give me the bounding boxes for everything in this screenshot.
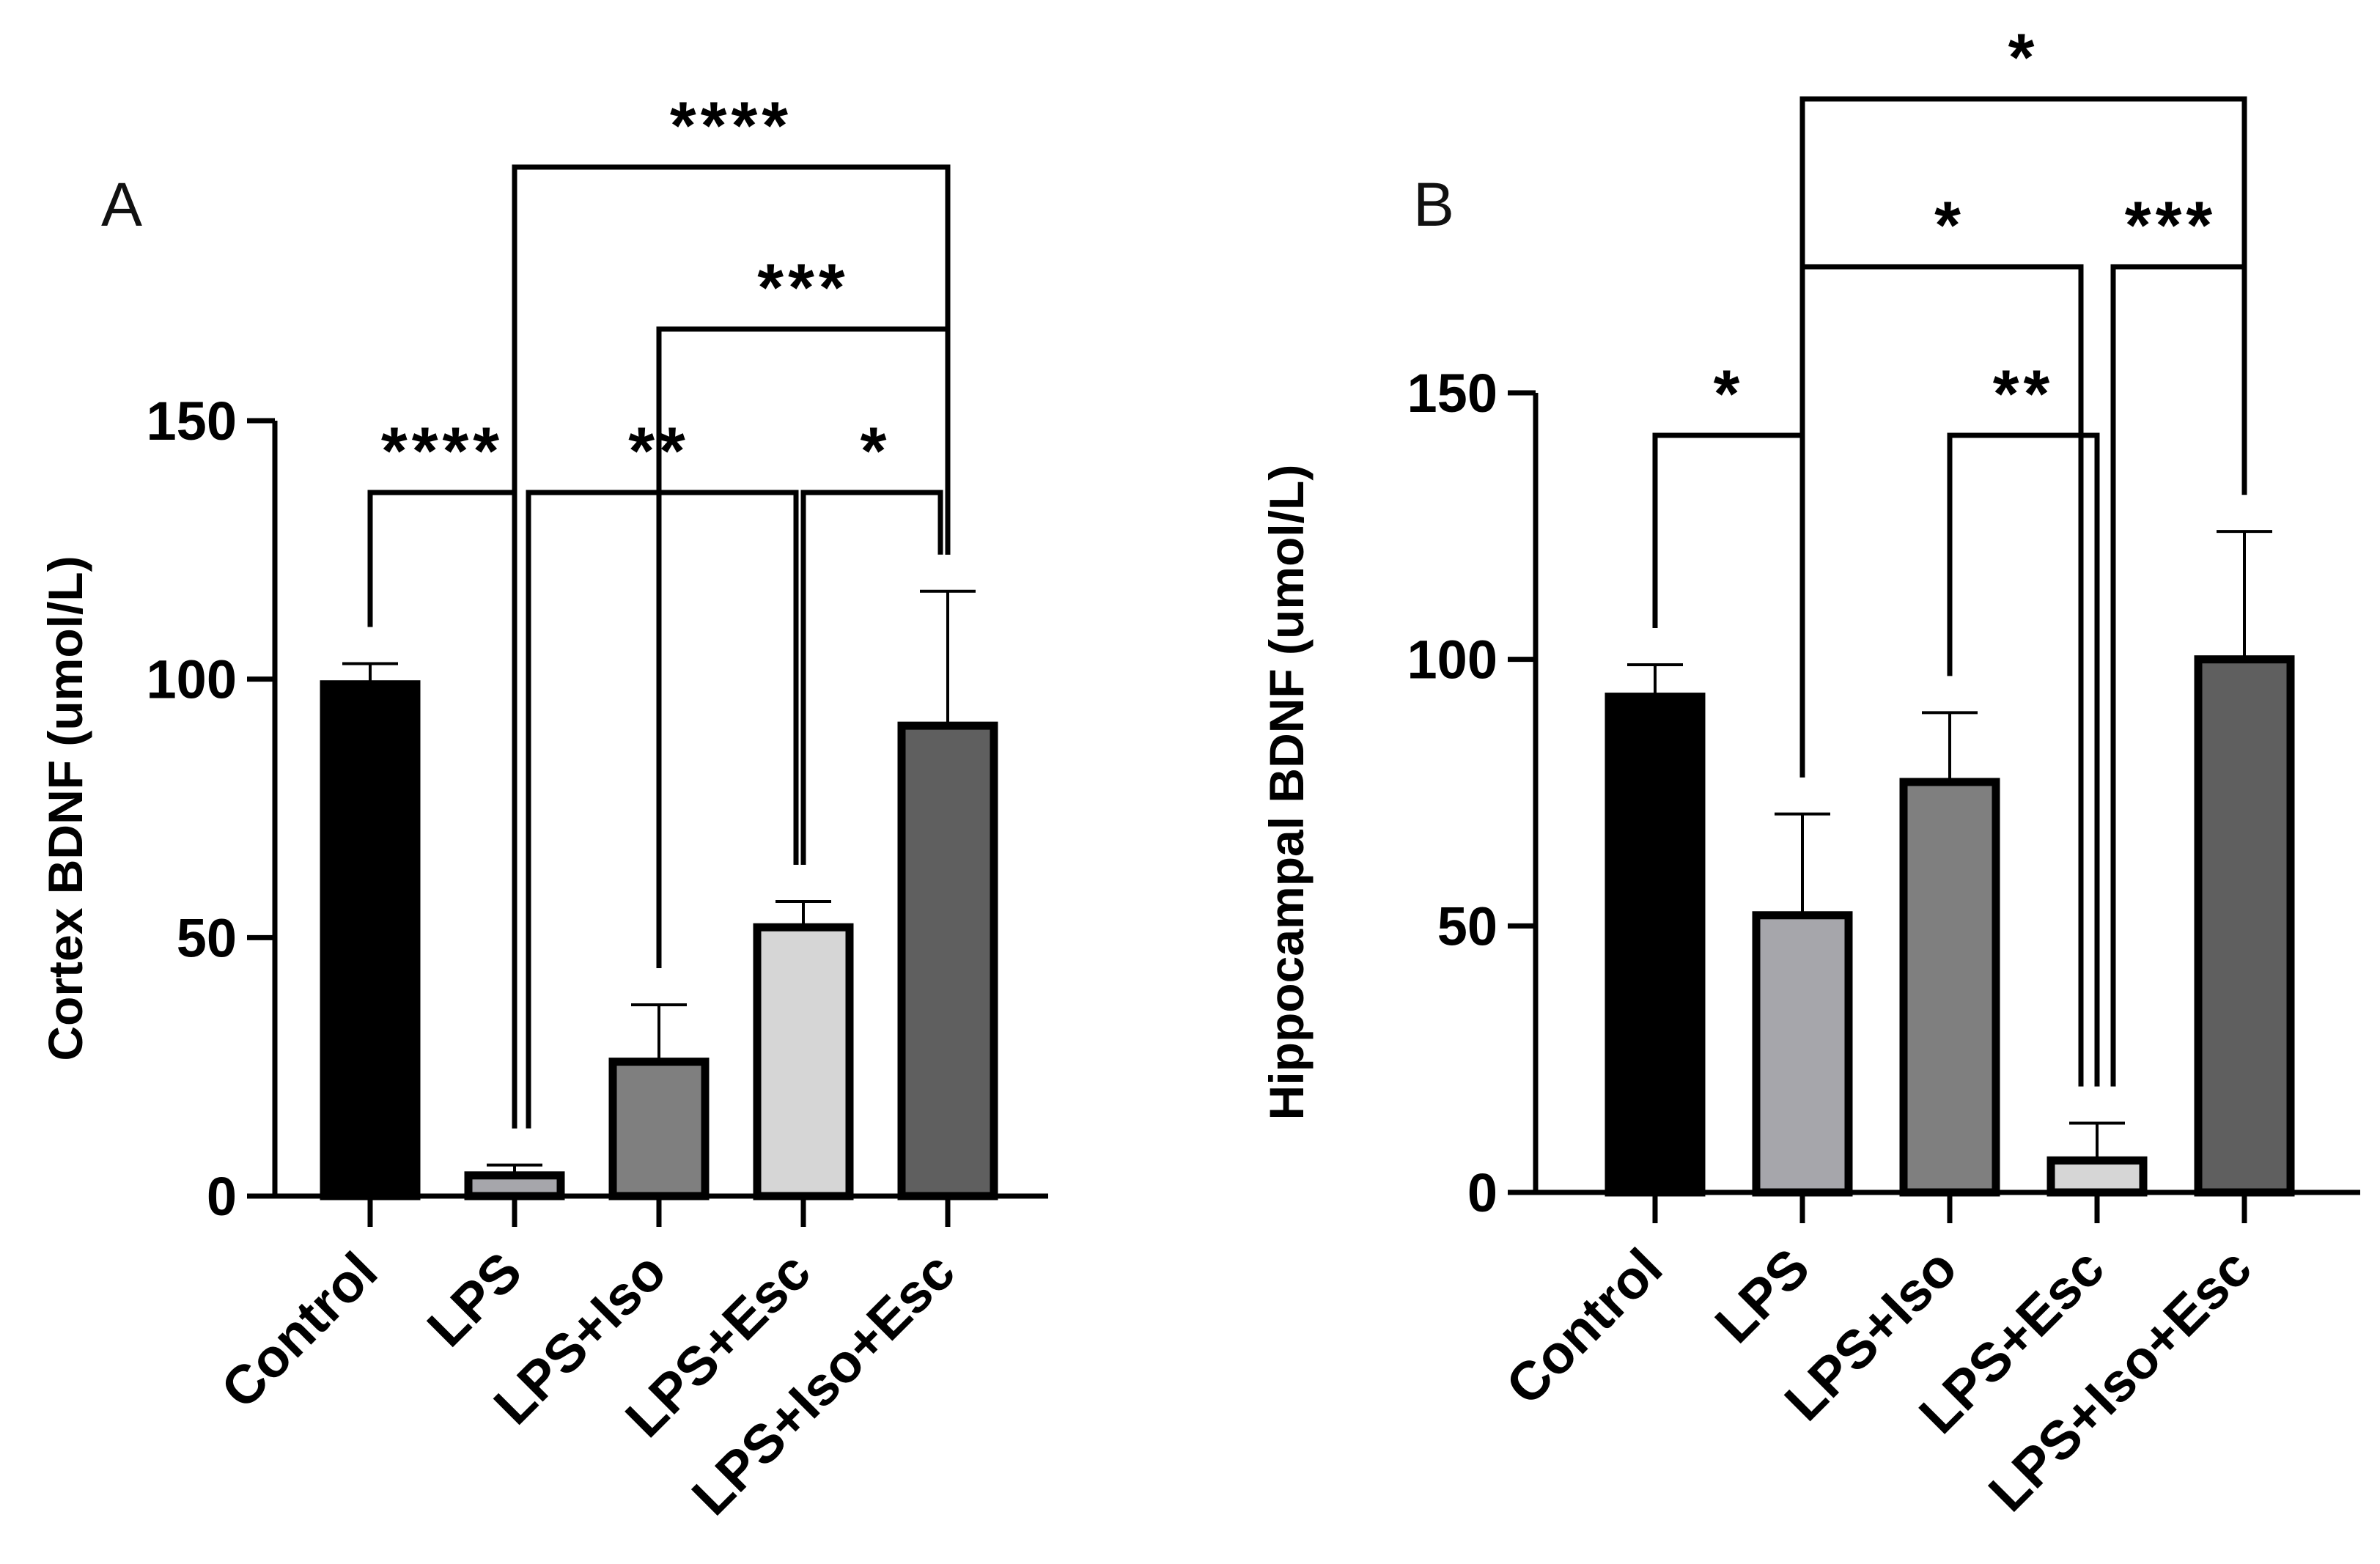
y-tick-label: 100 bbox=[147, 649, 237, 710]
y-tick-label: 150 bbox=[1407, 363, 1497, 424]
significance-label: *** bbox=[2125, 188, 2217, 263]
significance-label: **** bbox=[381, 414, 504, 489]
significance-bracket bbox=[512, 164, 951, 1129]
y-tick-label: 50 bbox=[1437, 896, 1497, 956]
bar-lps bbox=[464, 1171, 565, 1200]
significance-label: **** bbox=[670, 89, 792, 163]
significance-bracket bbox=[1799, 96, 2247, 778]
significance-label: * bbox=[861, 414, 891, 489]
significance-bracket bbox=[800, 490, 943, 865]
y-axis-label: Cortex BDNF (umol/L) bbox=[38, 556, 92, 1061]
y-tick-label: 0 bbox=[207, 1166, 237, 1227]
y-tick-label: 150 bbox=[147, 391, 237, 451]
bar-control bbox=[320, 680, 421, 1200]
category-label: LPS+Iso+Esc bbox=[680, 1241, 966, 1527]
y-axis-label: Hippocampal BDNF (umol/L) bbox=[1259, 465, 1314, 1121]
bar-lps-iso-esc bbox=[2194, 655, 2295, 1197]
bar-lps-iso bbox=[608, 1058, 710, 1200]
bar-lps-esc bbox=[753, 923, 854, 1200]
significance-label: ** bbox=[1993, 357, 2055, 432]
significance-label: * bbox=[1714, 357, 1745, 432]
bar-lps-iso bbox=[1899, 778, 2000, 1197]
significance-label: * bbox=[1934, 188, 1965, 263]
panel-letter: B bbox=[1413, 170, 1454, 239]
category-label: Control bbox=[1495, 1237, 1674, 1417]
category-label: Control bbox=[210, 1241, 389, 1420]
category-label: LPS bbox=[416, 1241, 533, 1358]
y-tick-label: 0 bbox=[1467, 1162, 1497, 1223]
bar-lps bbox=[1752, 911, 1853, 1197]
panel-b: B Hippocampal BDNF (umol/L) 0 50 100 150 Contr… bbox=[1259, 21, 2360, 1523]
significance-label: * bbox=[2008, 21, 2039, 95]
y-tick-label: 50 bbox=[177, 907, 237, 968]
significance-bracket bbox=[526, 490, 799, 1129]
significance-bracket bbox=[1947, 432, 2100, 1087]
bar-lps-esc bbox=[2046, 1156, 2148, 1197]
bar-control bbox=[1605, 693, 1706, 1197]
panel-letter: A bbox=[101, 170, 142, 239]
significance-label: *** bbox=[757, 251, 849, 325]
y-tick-label: 100 bbox=[1407, 630, 1497, 690]
bar-lps-iso-esc bbox=[897, 721, 998, 1200]
category-label: LPS+Iso+Esc bbox=[1977, 1237, 2263, 1523]
category-label: LPS bbox=[1703, 1237, 1821, 1354]
